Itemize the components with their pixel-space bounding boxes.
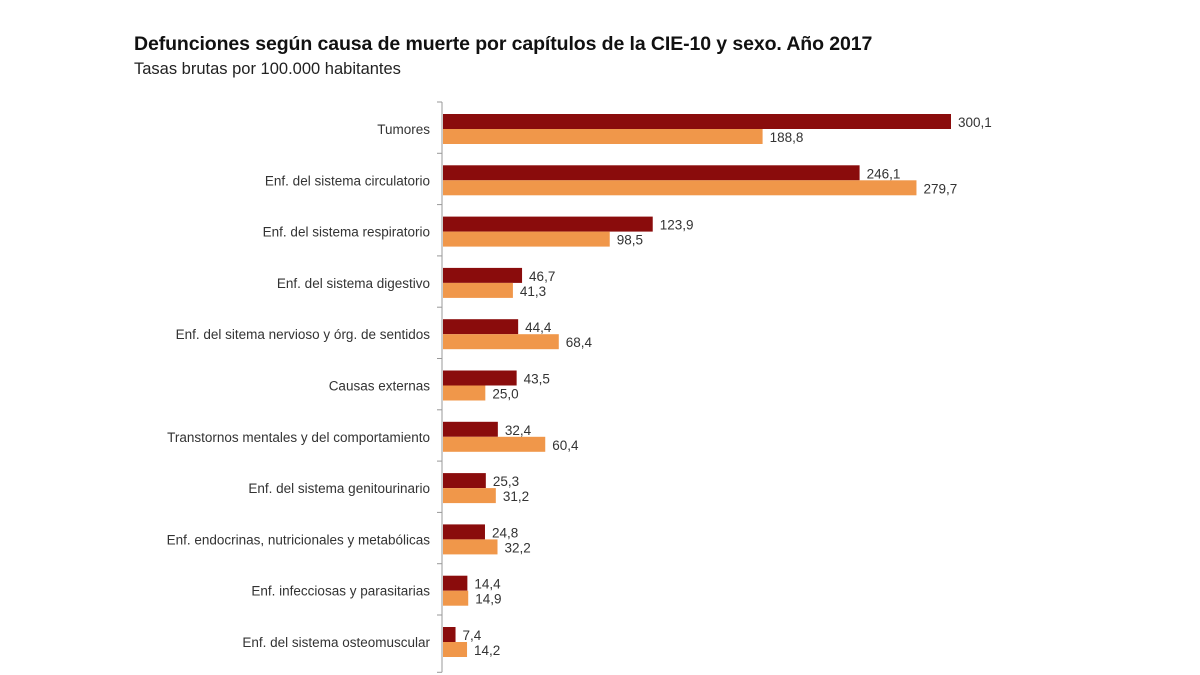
bar-series-1 — [443, 473, 486, 489]
bar-series-1 — [443, 267, 523, 283]
category-label: Causas externas — [329, 379, 431, 394]
category-label: Enf. del sistema circulatorio — [265, 173, 430, 188]
category-label: Enf. del sistema osteomuscular — [242, 635, 430, 650]
data-label: 46,7 — [529, 269, 555, 284]
category-label: Enf. infecciosas y parasitarias — [251, 584, 430, 599]
category-label: Tumores — [377, 122, 430, 137]
data-label: 98,5 — [617, 233, 643, 248]
bar-series-1 — [443, 319, 519, 335]
bar-series-2 — [443, 129, 763, 144]
bar-series-2 — [443, 231, 610, 247]
bar-series-1 — [443, 370, 517, 386]
data-label: 14,4 — [474, 577, 501, 592]
category-label: Enf. del sistema genitourinario — [248, 481, 430, 496]
labels-layer: Tumores 300,1 188,8 Enf. del sistema circul… — [167, 115, 992, 658]
bar-series-1 — [443, 216, 653, 232]
data-label: 43,5 — [524, 372, 550, 387]
data-label: 300,1 — [958, 115, 992, 130]
bar-series-2 — [443, 590, 469, 606]
data-label: 25,3 — [493, 474, 519, 489]
data-label: 14,2 — [474, 643, 500, 658]
category-label: Enf. del sitema nervioso y órg. de senti… — [176, 327, 431, 342]
data-label: 44,4 — [525, 320, 552, 335]
bar-series-2 — [443, 282, 513, 298]
data-label: 279,7 — [923, 181, 957, 196]
data-label: 24,8 — [492, 525, 518, 540]
bar-series-2 — [443, 642, 468, 657]
category-label: Transtornos mentales y del comportamient… — [167, 430, 430, 445]
bar-series-2 — [443, 385, 486, 401]
bar-series-1 — [443, 421, 498, 437]
bar-series-2 — [443, 180, 917, 196]
data-label: 7,4 — [463, 628, 482, 643]
data-label: 41,3 — [520, 284, 546, 299]
data-label: 246,1 — [867, 166, 901, 181]
bar-series-1 — [443, 165, 860, 181]
bar-series-1 — [443, 524, 485, 540]
data-label: 123,9 — [660, 218, 694, 233]
bar-series-1 — [443, 114, 951, 129]
bar-series-2 — [443, 436, 546, 452]
bar-series-2 — [443, 334, 559, 350]
data-label: 60,4 — [552, 438, 579, 453]
bar-series-1 — [443, 627, 456, 642]
bar-series-2 — [443, 488, 496, 504]
category-label: Enf. endocrinas, nutricionales y metaból… — [167, 532, 431, 547]
chart-subtitle: Tasas brutas por 100.000 habitantes — [134, 60, 401, 78]
category-axis — [437, 101, 443, 673]
bar-series-2 — [443, 539, 498, 555]
bars-layer — [443, 114, 951, 657]
category-label: Enf. del sistema digestivo — [277, 276, 430, 291]
category-label: Enf. del sistema respiratorio — [263, 225, 430, 240]
data-label: 31,2 — [503, 489, 529, 504]
data-label: 188,8 — [770, 130, 804, 145]
data-label: 68,4 — [566, 335, 593, 350]
data-label: 25,0 — [492, 387, 518, 402]
chart-title: Defunciones según causa de muerte por ca… — [134, 33, 873, 55]
data-label: 14,9 — [475, 592, 501, 607]
data-label: 32,4 — [505, 423, 532, 438]
data-label: 32,2 — [505, 540, 531, 555]
bar-series-1 — [443, 575, 468, 591]
